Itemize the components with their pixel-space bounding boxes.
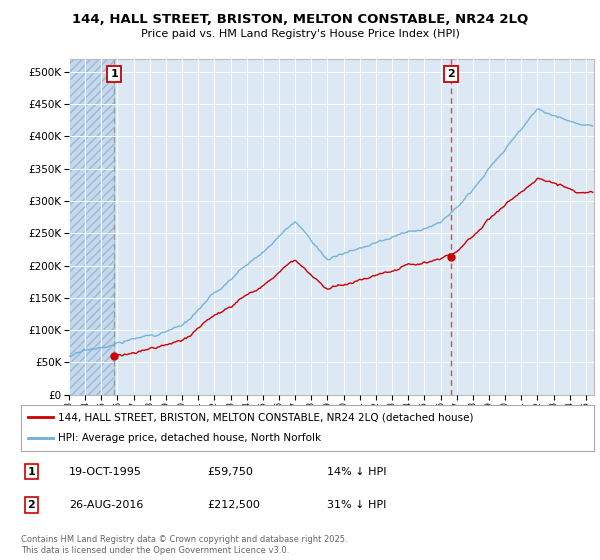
- Bar: [69, 59, 114, 395]
- Text: 26-AUG-2016: 26-AUG-2016: [69, 500, 143, 510]
- Text: 2: 2: [28, 500, 35, 510]
- Text: 1: 1: [28, 466, 35, 477]
- Text: 1: 1: [110, 69, 118, 78]
- Text: £212,500: £212,500: [207, 500, 260, 510]
- Text: 144, HALL STREET, BRISTON, MELTON CONSTABLE, NR24 2LQ (detached house): 144, HALL STREET, BRISTON, MELTON CONSTA…: [58, 412, 474, 422]
- Text: 2: 2: [447, 69, 455, 78]
- Text: Price paid vs. HM Land Registry's House Price Index (HPI): Price paid vs. HM Land Registry's House …: [140, 29, 460, 39]
- Text: 14% ↓ HPI: 14% ↓ HPI: [327, 466, 386, 477]
- Text: 144, HALL STREET, BRISTON, MELTON CONSTABLE, NR24 2LQ: 144, HALL STREET, BRISTON, MELTON CONSTA…: [72, 13, 528, 26]
- Text: HPI: Average price, detached house, North Norfolk: HPI: Average price, detached house, Nort…: [58, 433, 322, 444]
- Text: 31% ↓ HPI: 31% ↓ HPI: [327, 500, 386, 510]
- Text: Contains HM Land Registry data © Crown copyright and database right 2025.
This d: Contains HM Land Registry data © Crown c…: [21, 535, 347, 554]
- Text: £59,750: £59,750: [207, 466, 253, 477]
- Bar: [69, 59, 114, 395]
- Text: 19-OCT-1995: 19-OCT-1995: [69, 466, 142, 477]
